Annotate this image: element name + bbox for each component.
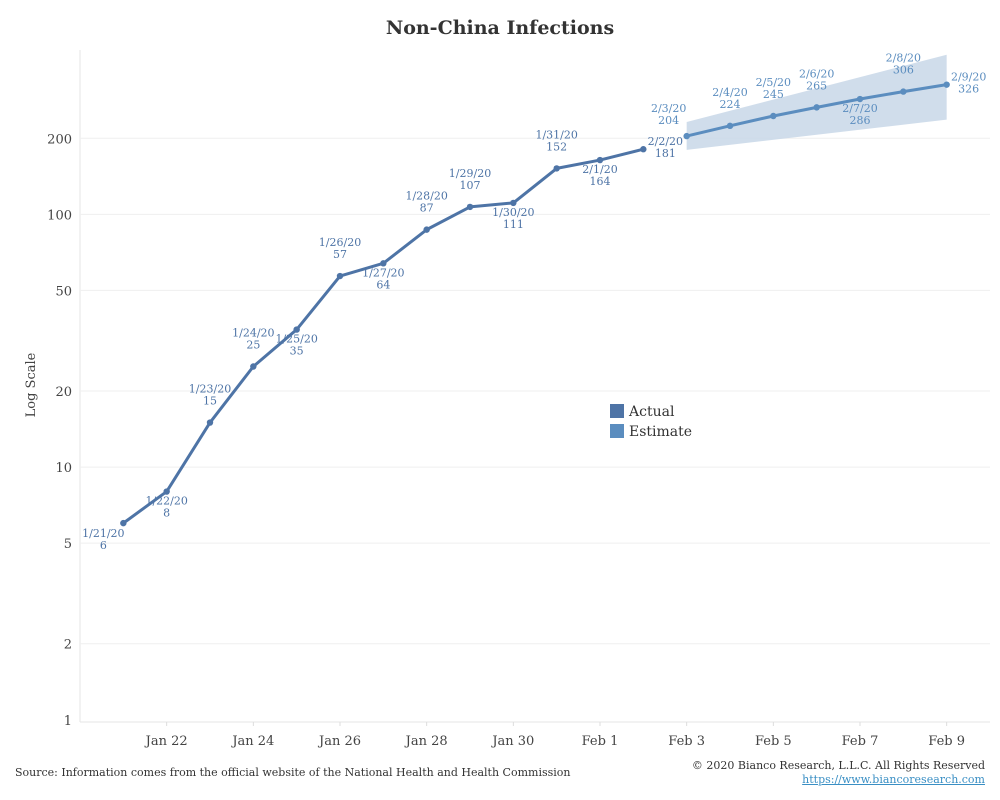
data-point [856, 95, 864, 103]
data-label-value: 204 [658, 114, 679, 127]
data-label-value: 64 [376, 278, 390, 291]
data-label-date: 2/5/20 [756, 76, 791, 89]
data-label-value: 164 [590, 175, 611, 188]
data-point [510, 199, 517, 207]
data-label-date: 2/7/20 [842, 102, 877, 115]
legend-swatch-actual [610, 404, 624, 418]
legend-label-actual: Actual [628, 404, 675, 420]
data-point [770, 112, 777, 120]
data-label-value: 326 [958, 83, 979, 96]
data-label-value: 107 [460, 179, 481, 192]
data-label-value: 25 [246, 338, 260, 351]
x-tick-label: Jan 22 [144, 734, 188, 749]
x-tick-label: Jan 26 [317, 734, 361, 749]
source-note: Source: Information comes from the offic… [15, 766, 571, 779]
data-label-value: 224 [720, 98, 741, 111]
data-label-value: 35 [290, 345, 304, 358]
data-label-date: 2/2/20 [648, 135, 683, 148]
data-label-date: 1/22/20 [145, 495, 187, 508]
y-tick-label: 5 [64, 537, 72, 552]
website-link[interactable]: https://www.biancoresearch.com [802, 773, 985, 786]
data-label-date: 1/24/20 [232, 326, 274, 339]
data-label-value: 87 [420, 202, 434, 215]
y-tick-label: 1 [64, 714, 72, 729]
copyright-block: © 2020 Bianco Research, L.L.C. All Right… [692, 759, 985, 787]
y-tick-label: 100 [47, 208, 72, 223]
data-label-value: 306 [893, 64, 914, 77]
data-point [640, 146, 647, 153]
data-point [683, 132, 690, 140]
data-label-date: 1/31/20 [535, 128, 577, 141]
x-tick-label: Feb 1 [582, 734, 619, 749]
data-label-value: 265 [806, 79, 827, 92]
y-tick-label: 2 [64, 638, 72, 653]
data-point [336, 272, 344, 280]
data-label-date: 2/6/20 [799, 67, 834, 80]
x-tick-label: Jan 30 [490, 734, 534, 749]
data-label-value: 15 [203, 395, 217, 408]
x-tick-label: Feb 5 [755, 734, 792, 749]
data-label-value: 6 [100, 539, 107, 552]
y-tick-label: 10 [55, 461, 72, 476]
chart-title: Non-China Infections [385, 17, 615, 39]
data-label-value: 245 [763, 88, 784, 101]
x-tick-label: Jan 28 [404, 734, 448, 749]
data-point [206, 419, 214, 426]
data-label-date: 2/9/20 [951, 71, 986, 84]
data-point [163, 488, 170, 495]
legend-swatch-estimate [610, 424, 624, 438]
data-point [813, 104, 820, 111]
data-label-value: 181 [655, 147, 676, 160]
data-label-date: 1/25/20 [275, 333, 317, 346]
data-label-value: 111 [503, 218, 524, 231]
data-label-date: 2/8/20 [886, 52, 921, 65]
data-point [293, 326, 300, 333]
data-point [120, 519, 127, 527]
copyright: © 2020 Bianco Research, L.L.C. All Right… [691, 759, 985, 772]
confidence-band [686, 54, 947, 150]
data-label-date: 1/21/20 [82, 527, 124, 540]
x-tick-label: Jan 24 [230, 734, 274, 749]
data-point [466, 203, 474, 211]
data-label-value: 57 [333, 248, 347, 261]
data-point [943, 81, 950, 88]
legend-label-estimate: Estimate [629, 424, 692, 440]
data-label-date: 1/30/20 [492, 206, 534, 219]
data-point [900, 88, 907, 95]
data-label-date: 2/4/20 [712, 86, 747, 99]
y-tick-label: 200 [47, 132, 72, 147]
data-point [250, 363, 257, 370]
x-tick-label: Feb 9 [928, 734, 965, 749]
data-point [380, 260, 387, 267]
data-point [596, 156, 604, 164]
data-label-date: 1/27/20 [362, 266, 404, 279]
data-point [423, 226, 430, 233]
data-label-date: 2/3/20 [651, 102, 686, 115]
x-tick-label: Feb 3 [668, 734, 705, 749]
data-label-date: 1/26/20 [319, 236, 361, 249]
data-label-date: 1/23/20 [189, 383, 231, 396]
y-axis-title: Log Scale [24, 352, 39, 417]
x-tick-label: Feb 7 [842, 734, 879, 749]
data-point [726, 122, 734, 130]
data-point [553, 165, 560, 172]
data-label-date: 1/28/20 [405, 190, 447, 203]
data-label-date: 1/29/20 [449, 167, 491, 180]
y-tick-label: 20 [55, 385, 72, 400]
data-label-value: 152 [546, 140, 567, 153]
data-label-value: 286 [850, 114, 871, 127]
data-label-date: 2/1/20 [582, 163, 617, 176]
data-label-value: 8 [163, 507, 170, 520]
y-tick-label: 50 [55, 284, 72, 299]
